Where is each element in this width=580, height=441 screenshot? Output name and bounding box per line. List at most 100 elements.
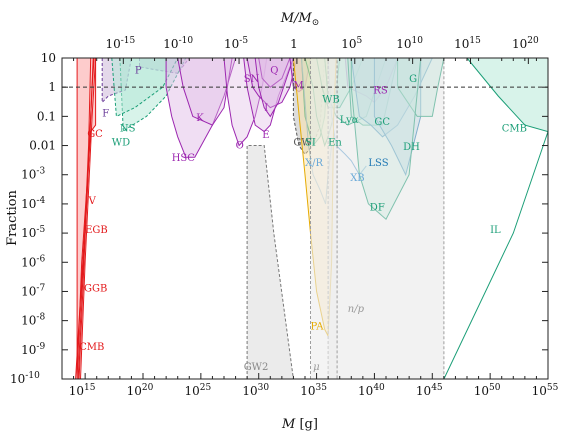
region-label-wd-7: WD xyxy=(112,138,130,149)
top-tick-label-20-base: 10 xyxy=(512,37,527,51)
top-tick-label-5-base: 10 xyxy=(341,37,356,51)
top-tick-label-5-base: 10 xyxy=(224,37,239,51)
top-tick-label-1-base: 1 xyxy=(290,37,298,51)
series-ns-8 xyxy=(111,58,179,118)
x-tick-label-25-base: 10 xyxy=(184,384,199,398)
y-tick-label-4-exp: -4 xyxy=(36,196,45,206)
y-tick-label-7-exp: -7 xyxy=(36,283,45,293)
x-tick-label-15-exp: 15 xyxy=(84,383,96,393)
region-label-e-12: E xyxy=(262,130,269,141)
region-label-pa-31: PA xyxy=(311,321,325,332)
series-ggb-3 xyxy=(77,58,94,379)
x-tick-label-55-exp: 55 xyxy=(547,383,559,393)
y-tick-label-6: 10-6 xyxy=(21,254,45,269)
region-label-egb-2: EGB xyxy=(85,225,108,236)
x-tick-label-55: 1055 xyxy=(532,383,559,398)
y-tick-label-0-1: 0.1 xyxy=(37,109,56,123)
region-label-p-6: P xyxy=(135,65,142,76)
y-tick-label-10-base: 10 xyxy=(41,51,56,65)
y-tick-label-7-base: 10 xyxy=(21,284,36,298)
top-tick-label-20-exp: 20 xyxy=(527,36,539,46)
top-tick-label-5-exp: 5 xyxy=(357,36,363,46)
y-tick-label-1-base: 1 xyxy=(48,80,56,94)
x-tick-label-35-base: 10 xyxy=(300,384,315,398)
y-tick-label-5: 10-5 xyxy=(21,225,45,240)
top-tick-label-5-exp: -5 xyxy=(239,36,248,46)
y-tick-label-9: 10-9 xyxy=(21,342,45,357)
top-tick-label-20: 1020 xyxy=(512,36,539,51)
region-label-cmb-35: CMB xyxy=(502,124,527,135)
top-tick-label-10-exp: 10 xyxy=(412,36,424,46)
region-label-df-30: DF xyxy=(370,202,385,213)
y-tick-label-7: 10-7 xyxy=(21,283,45,298)
top-tick-label-15: 1015 xyxy=(454,36,481,51)
region-label-q-14: Q xyxy=(270,65,278,76)
top-tick-label-10: 10-10 xyxy=(163,36,193,51)
top-tick-label-15: 10-15 xyxy=(105,36,135,51)
y-tick-label-8-exp: -8 xyxy=(36,313,45,323)
top-axis-title-text: M/M xyxy=(280,11,313,26)
x-tick-label-45-exp: 45 xyxy=(431,383,443,393)
top-tick-label-5: 10-5 xyxy=(224,36,248,51)
x-tick-label-20: 1020 xyxy=(127,383,154,398)
top-tick-label-5: 105 xyxy=(341,36,362,51)
top-tick-label-15-base: 10 xyxy=(105,37,120,51)
x-tick-label-45: 1045 xyxy=(416,383,443,398)
region-label-v-1: V xyxy=(88,196,97,207)
series-il-34 xyxy=(443,131,548,379)
region-label-gw2-18: GW2 xyxy=(244,362,269,373)
series-hsc-9 xyxy=(165,58,237,158)
series-cmb-4 xyxy=(75,58,92,379)
region-label-xb-25: XB xyxy=(350,173,364,184)
region-label-sn-13: SN xyxy=(244,74,260,85)
y-axis-title: Fraction xyxy=(5,189,20,245)
region-label-k-10: K xyxy=(196,113,204,124)
y-tick-label-5-exp: -5 xyxy=(36,225,45,235)
y-tick-label-10-base: 10 xyxy=(10,372,25,386)
top-axis-title: M/M⊙ xyxy=(280,11,320,28)
x-tick-label-50-exp: 50 xyxy=(489,383,501,393)
x-tick-label-30-exp: 30 xyxy=(258,383,270,393)
region-label-x-33: μ xyxy=(313,362,320,373)
region-label-en-20: En xyxy=(328,138,342,149)
y-tick-label-9-exp: -9 xyxy=(36,342,45,352)
region-label-x-r-24: X/R xyxy=(305,158,323,169)
x-tick-label-30-base: 10 xyxy=(242,384,257,398)
region-label-hsc-9: HSC xyxy=(172,153,196,164)
region-label-g-28: G xyxy=(409,74,417,85)
top-tick-label-1: 1 xyxy=(290,37,298,51)
region-label-gw-17: GW xyxy=(293,138,312,149)
region-label-cmb-4: CMB xyxy=(79,342,104,353)
y-tick-label-3-exp: -3 xyxy=(36,167,45,177)
y-tick-label-6-base: 10 xyxy=(21,255,36,269)
region-label-ly-22: Lyα xyxy=(340,115,359,126)
region-label-f-5: F xyxy=(102,108,109,119)
x-tick-label-50-base: 10 xyxy=(474,384,489,398)
x-tick-label-30: 1030 xyxy=(242,383,269,398)
y-tick-label-0-1-base: 0.1 xyxy=(37,109,56,123)
top-axis-title-sub: ⊙ xyxy=(312,18,320,28)
top-tick-label-10: 1010 xyxy=(396,36,423,51)
axis-ticks: 1015 1020 1025 1030 1035 1040 1045 1050 105510-1… xyxy=(10,36,559,398)
y-tick-label-3: 10-3 xyxy=(21,167,45,182)
top-tick-label-10-base: 10 xyxy=(163,37,178,51)
region-label-gc-0: GC xyxy=(87,129,103,140)
top-tick-label-10-exp: -10 xyxy=(179,36,194,46)
y-tick-label-0-01-base: 0.01 xyxy=(29,139,56,153)
region-label-i-15: I xyxy=(264,103,268,114)
series-n-p-32 xyxy=(327,58,445,379)
x-tick-label-40-exp: 40 xyxy=(373,383,385,393)
x-tick-label-15-base: 10 xyxy=(69,384,84,398)
region-label-ns-8: NS xyxy=(120,124,136,135)
y-tick-label-4-base: 10 xyxy=(21,197,36,211)
x-tick-label-40-base: 10 xyxy=(358,384,373,398)
region-label-o-11: O xyxy=(236,140,244,151)
y-tick-label-4: 10-4 xyxy=(21,196,45,211)
y-tick-label-3-base: 10 xyxy=(21,168,36,182)
series-gc-0 xyxy=(76,58,97,379)
x-axis-title: M [g] xyxy=(281,417,318,432)
y-tick-label-8: 10-8 xyxy=(21,313,45,328)
x-tick-label-50: 1050 xyxy=(474,383,501,398)
series-q-14 xyxy=(258,58,291,88)
x-tick-label-20-base: 10 xyxy=(127,384,142,398)
